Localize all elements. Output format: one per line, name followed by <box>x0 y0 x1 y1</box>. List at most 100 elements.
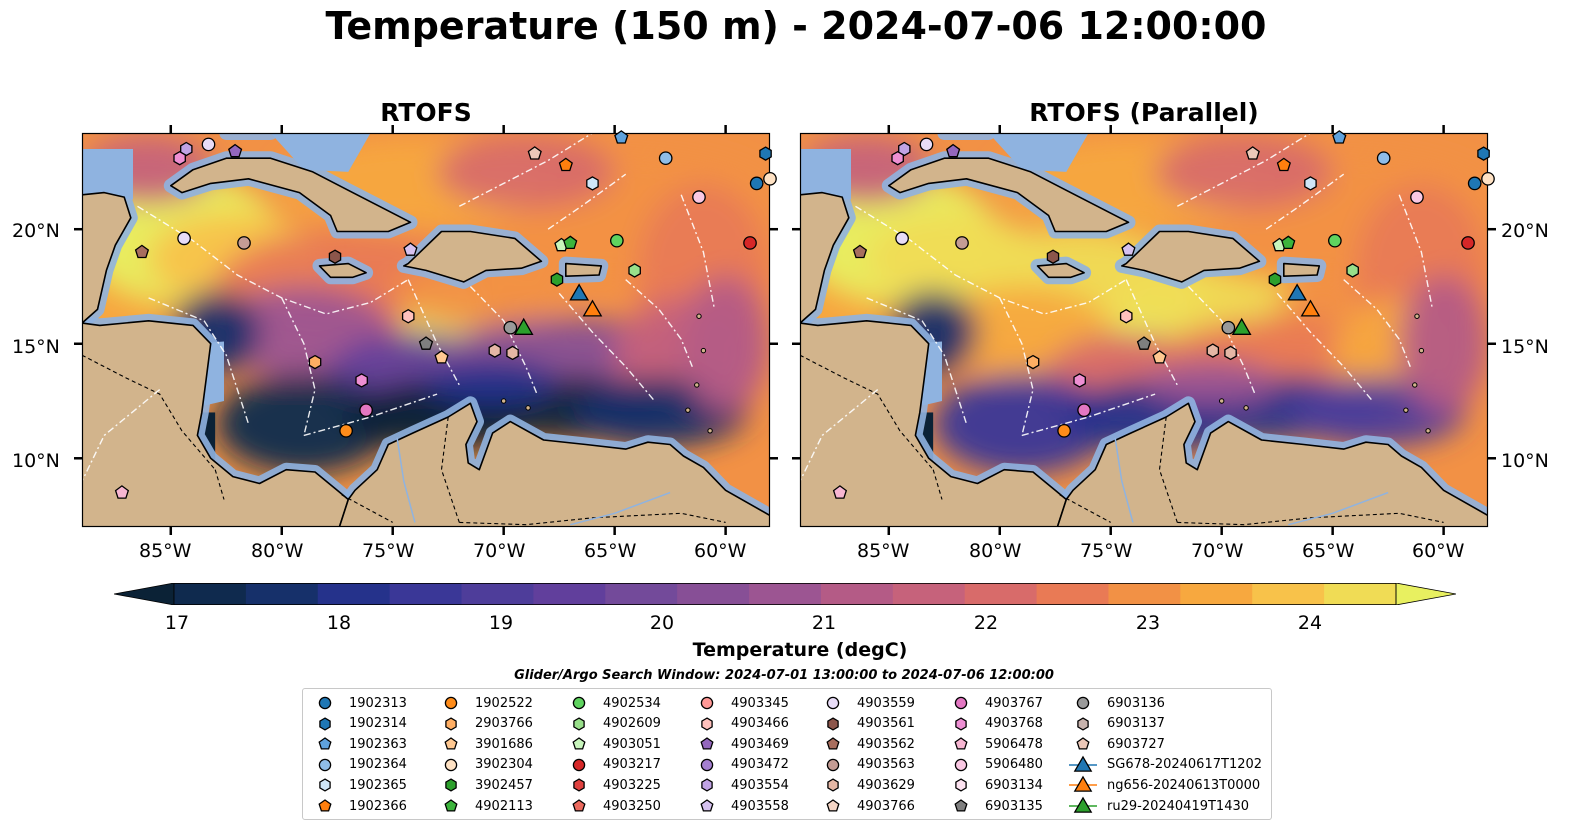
colorbar-bin <box>1108 583 1181 605</box>
legend-item: 1902366 <box>311 796 407 816</box>
pentagon-marker-icon <box>444 799 458 812</box>
float-marker-4903562 <box>852 244 868 259</box>
legend-label: 6903727 <box>1107 736 1165 752</box>
float-marker-3901686 <box>1152 349 1167 364</box>
legend-float-symbol <box>572 737 586 750</box>
legend-item: 4902609 <box>565 714 661 734</box>
float-marker-4902534 <box>610 233 624 248</box>
pentagon-marker-icon <box>826 737 840 750</box>
float-marker-4903629 <box>488 343 502 358</box>
glider-marker-ng656-20240613T0000 <box>1300 299 1321 317</box>
float-marker-3901686 <box>434 349 449 364</box>
country-borders <box>800 354 1444 526</box>
eez-boundaries <box>82 133 716 482</box>
float-marker-4902113 <box>563 235 578 250</box>
legend-float-symbol <box>955 716 967 731</box>
legend-item: 1902364 <box>311 755 407 775</box>
float-marker-6903136 <box>1221 320 1236 335</box>
pentagon-marker-icon <box>700 737 714 750</box>
figure-title: Temperature (150 m) - 2024-07-06 12:00:0… <box>325 4 1267 48</box>
legend-item: 4903225 <box>565 775 661 795</box>
float-marker-4903562 <box>134 244 150 259</box>
legend-item: 4902534 <box>565 693 661 713</box>
colorbar-bin <box>964 583 1038 605</box>
lon-label-right-80: 80°W <box>969 540 1022 562</box>
legend-label: 4903767 <box>985 695 1043 711</box>
legend-label: 6903137 <box>1107 716 1165 732</box>
legend-label: 6903136 <box>1107 695 1165 711</box>
float-marker-1902364 <box>658 151 673 166</box>
triangle-marker-icon <box>1069 796 1097 813</box>
lat-label-left-15: 15°N <box>12 336 60 358</box>
colorbar-tick-23: 23 <box>1135 612 1161 634</box>
legend-item: 5906478 <box>947 734 1043 754</box>
legend-float-symbol <box>1076 737 1090 750</box>
legend-item: 4903561 <box>819 714 915 734</box>
lon-label-right-70: 70°W <box>1191 540 1244 562</box>
lon-label-right-75: 75°W <box>1080 540 1133 562</box>
hexagon-marker-icon <box>445 778 457 793</box>
legend-float-symbol <box>318 696 332 710</box>
legend-float-symbol <box>319 716 331 731</box>
float-marker-1902364 <box>1376 151 1391 166</box>
legend-label: 4903250 <box>603 798 661 814</box>
colorbar-tick-24: 24 <box>1297 612 1323 634</box>
legend-item: 4902113 <box>437 796 533 816</box>
hexagon-marker-icon <box>827 778 839 793</box>
pentagon-marker-icon <box>572 737 586 750</box>
circle-marker-icon <box>826 758 840 772</box>
colorbar-frame <box>173 583 1397 605</box>
legend-item: 6903135 <box>947 796 1043 816</box>
lat-label-right-10: 10°N <box>1501 450 1549 472</box>
colorbar-bin <box>389 583 463 605</box>
float-marker-6903727 <box>1245 146 1260 160</box>
hexagon-marker-icon <box>701 716 713 731</box>
float-marker-3902457 <box>550 272 564 287</box>
legend-item: 3902304 <box>437 755 533 775</box>
legend-float-symbol <box>445 716 457 731</box>
colorbar-tick-19: 19 <box>488 612 514 634</box>
legend-label: 4902534 <box>603 695 661 711</box>
hexagon-marker-icon <box>573 778 585 793</box>
float-marker-4903561 <box>328 249 342 264</box>
float-marker-6903135 <box>418 336 434 350</box>
float-marker-4902113 <box>1281 235 1296 250</box>
panel-title-rtofs: RTOFS <box>380 98 472 127</box>
legend-float-symbol <box>444 758 458 772</box>
legend-float-symbol <box>954 737 968 750</box>
colorbar-bin <box>1324 583 1397 605</box>
colorbar-bin <box>677 583 750 605</box>
float-marker-3902457 <box>1268 272 1282 287</box>
float-marker-4903217 <box>1461 236 1475 250</box>
lon-label-right-85: 85°W <box>857 540 910 562</box>
legend-item: 6903727 <box>1069 734 1165 754</box>
float-marker-3902304 <box>1481 171 1495 186</box>
legend-label: 1902364 <box>349 757 407 773</box>
float-marker-4903469 <box>228 143 243 158</box>
legend-item: 3901686 <box>437 734 533 754</box>
legend-item: 4903767 <box>947 693 1043 713</box>
pentagon-marker-icon <box>954 799 968 812</box>
legend-item: 4903563 <box>819 755 915 775</box>
map-panel-rtofs-parallel <box>792 125 1496 535</box>
legend-item: 6903137 <box>1069 714 1165 734</box>
colorbar-extend-low <box>114 583 175 605</box>
legend-label: 4902113 <box>475 798 533 814</box>
legend-label: SG678-20240617T1202 <box>1107 757 1263 773</box>
legend-item: 1902522 <box>437 693 533 713</box>
float-marker-4903466 <box>401 308 415 324</box>
float-marker-5906480 <box>1410 190 1424 204</box>
lat-label-left-20: 20°N <box>12 220 60 242</box>
float-marker-4903768 <box>891 150 904 166</box>
float-marker-1902314 <box>759 146 772 161</box>
legend-label: 4903561 <box>857 716 915 732</box>
legend-float-symbol <box>954 758 968 772</box>
float-marker-4903558 <box>403 242 418 256</box>
glider-marker-ru29-20240419T1430 <box>1231 317 1252 335</box>
glider-marker-SG678-20240617T1202 <box>569 283 590 301</box>
legend-float-symbol <box>318 737 332 750</box>
legend-label: 5906478 <box>985 736 1043 752</box>
pentagon-marker-icon <box>826 799 840 812</box>
float-marker-1902365 <box>1304 176 1317 191</box>
float-marker-6903135 <box>1136 336 1152 350</box>
